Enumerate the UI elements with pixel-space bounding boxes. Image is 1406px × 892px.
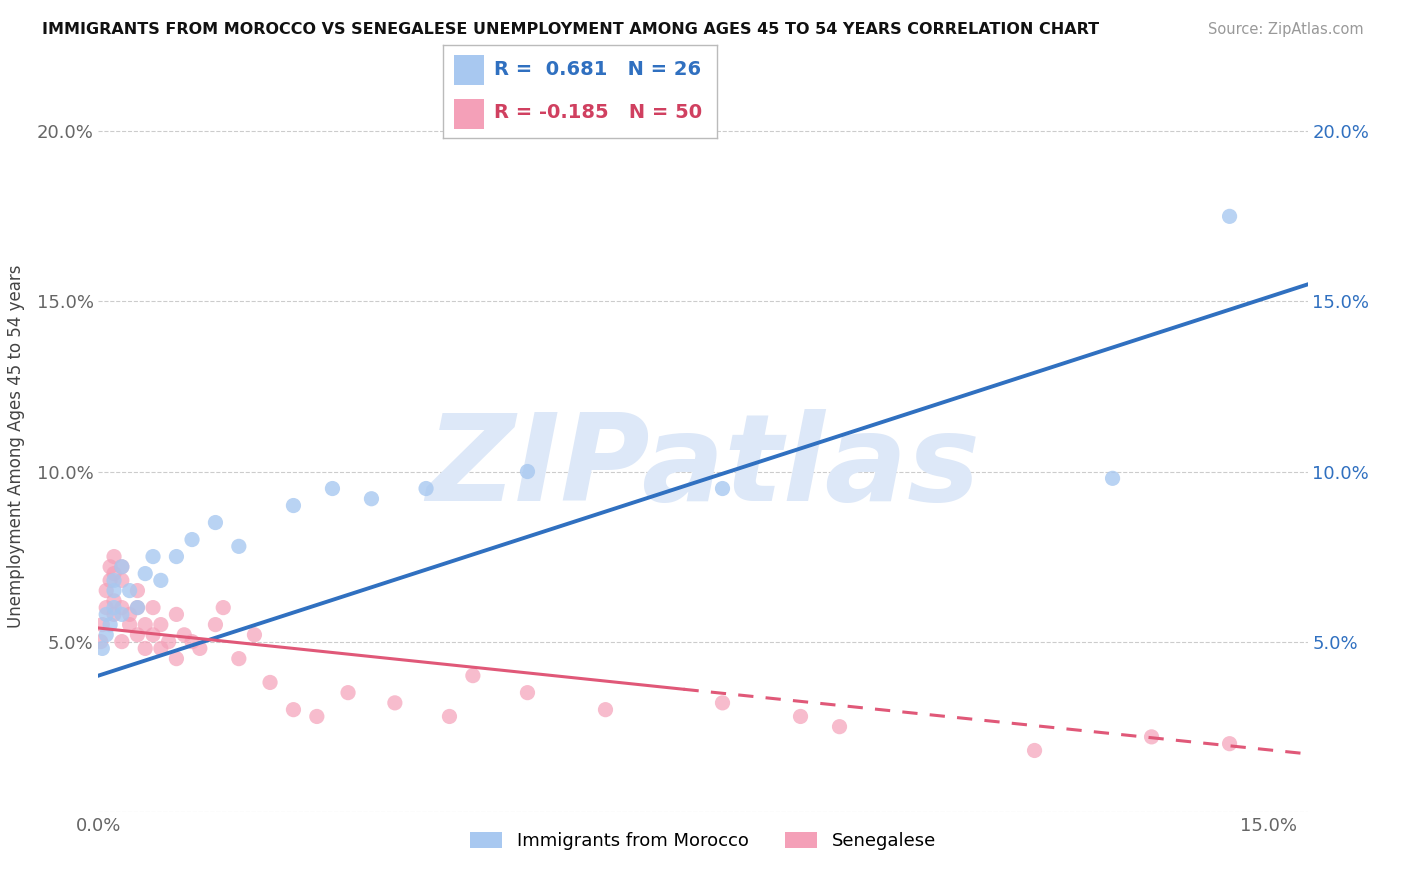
Point	[149, 641, 172, 656]
Point	[103, 607, 125, 622]
Point	[259, 675, 281, 690]
Point	[111, 607, 134, 622]
Point	[1219, 210, 1241, 224]
Point	[111, 600, 134, 615]
Point	[134, 641, 156, 656]
Point	[142, 628, 165, 642]
Point	[1140, 730, 1163, 744]
Point	[384, 696, 406, 710]
Point	[711, 696, 734, 710]
Point	[98, 617, 121, 632]
Point	[181, 533, 204, 547]
Point	[127, 628, 149, 642]
Point	[90, 634, 112, 648]
Point	[103, 566, 125, 581]
Point	[1024, 743, 1046, 757]
Point	[165, 651, 187, 665]
Point	[283, 703, 305, 717]
Point	[98, 574, 121, 588]
Point	[461, 668, 484, 682]
Point	[204, 617, 226, 632]
Point	[91, 617, 114, 632]
Text: R =  0.681   N = 26: R = 0.681 N = 26	[494, 61, 700, 79]
Point	[157, 634, 180, 648]
Point	[789, 709, 811, 723]
Point	[111, 559, 134, 574]
Point	[111, 574, 134, 588]
Bar	[454, 55, 484, 85]
Text: IMMIGRANTS FROM MOROCCO VS SENEGALESE UNEMPLOYMENT AMONG AGES 45 TO 54 YEARS COR: IMMIGRANTS FROM MOROCCO VS SENEGALESE UN…	[42, 22, 1099, 37]
Point	[103, 574, 125, 588]
Legend: Immigrants from Morocco, Senegalese: Immigrants from Morocco, Senegalese	[463, 825, 943, 857]
Point	[228, 540, 250, 554]
Text: Source: ZipAtlas.com: Source: ZipAtlas.com	[1208, 22, 1364, 37]
Text: R = -0.185   N = 50: R = -0.185 N = 50	[494, 103, 702, 122]
Point	[173, 628, 195, 642]
Bar	[454, 99, 484, 129]
Point	[228, 651, 250, 665]
Point	[103, 583, 125, 598]
Point	[1101, 471, 1123, 485]
Point	[165, 549, 187, 564]
Point	[243, 628, 266, 642]
Point	[337, 686, 360, 700]
Point	[96, 600, 118, 615]
Point	[149, 617, 172, 632]
Point	[134, 566, 156, 581]
Text: ZIPatlas: ZIPatlas	[426, 409, 980, 526]
Point	[360, 491, 382, 506]
Point	[96, 607, 118, 622]
Point	[181, 634, 204, 648]
Point	[127, 600, 149, 615]
Point	[415, 482, 437, 496]
Point	[516, 686, 538, 700]
Point	[127, 583, 149, 598]
Point	[283, 499, 305, 513]
Point	[98, 559, 121, 574]
Point	[134, 617, 156, 632]
Point	[111, 634, 134, 648]
Point	[711, 482, 734, 496]
Point	[103, 600, 125, 615]
Point	[305, 709, 328, 723]
Point	[828, 720, 851, 734]
Point	[188, 641, 211, 656]
Point	[204, 516, 226, 530]
Point	[91, 641, 114, 656]
Point	[439, 709, 461, 723]
Y-axis label: Unemployment Among Ages 45 to 54 years: Unemployment Among Ages 45 to 54 years	[7, 264, 25, 628]
Point	[96, 583, 118, 598]
Point	[149, 574, 172, 588]
Point	[118, 583, 141, 598]
Point	[321, 482, 343, 496]
Point	[212, 600, 235, 615]
Point	[103, 549, 125, 564]
Point	[165, 607, 187, 622]
Point	[118, 607, 141, 622]
Point	[142, 600, 165, 615]
Point	[96, 628, 118, 642]
Point	[142, 549, 165, 564]
Point	[111, 559, 134, 574]
Point	[118, 617, 141, 632]
Point	[516, 465, 538, 479]
Point	[595, 703, 617, 717]
Point	[103, 594, 125, 608]
Point	[127, 600, 149, 615]
Point	[1219, 737, 1241, 751]
